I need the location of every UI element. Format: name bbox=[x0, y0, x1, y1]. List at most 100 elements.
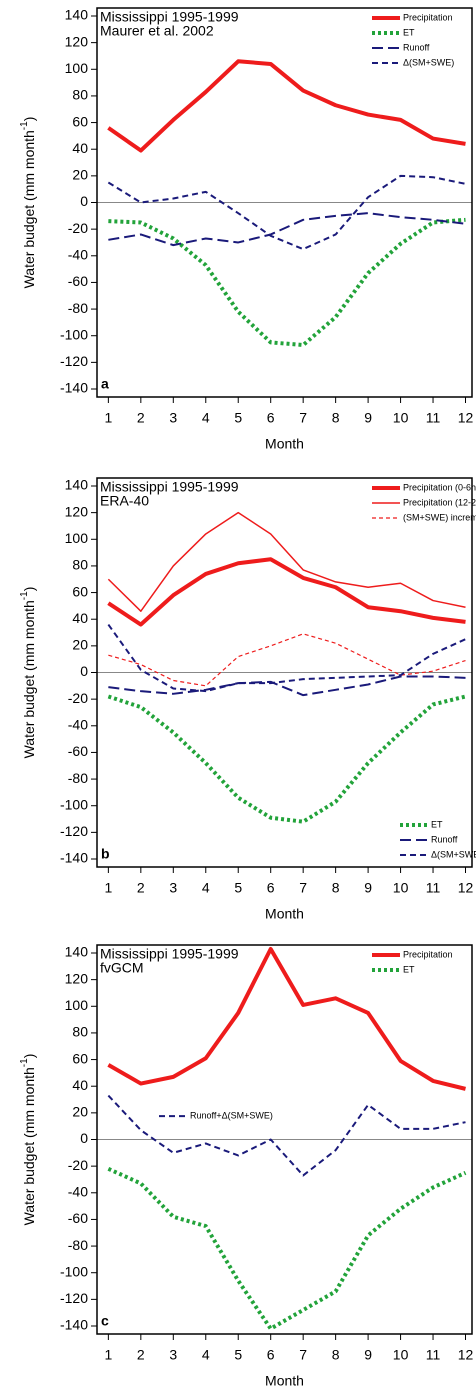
y-tick-label: -40 bbox=[68, 246, 88, 262]
y-axis-label-part: -1 bbox=[19, 591, 30, 600]
panel-label: c bbox=[101, 1313, 109, 1329]
legend-label: Precipitation bbox=[403, 949, 453, 959]
x-tick-label: 8 bbox=[332, 1347, 340, 1363]
y-tick-label: -120 bbox=[60, 1290, 88, 1306]
series-line bbox=[107, 59, 466, 153]
y-tick-label: 100 bbox=[65, 997, 89, 1013]
annotation: fvGCM bbox=[100, 960, 144, 976]
x-tick-label: 10 bbox=[393, 410, 409, 426]
y-tick-label: 80 bbox=[72, 557, 88, 573]
x-tick-label: 11 bbox=[426, 880, 441, 896]
y-axis-label: Water budget (mm month-1) bbox=[19, 117, 37, 289]
x-tick-label: 9 bbox=[364, 880, 372, 896]
annotation: Mississippi 1995-1999 bbox=[100, 479, 239, 495]
plot-frame bbox=[96, 944, 473, 1335]
x-tick-label: 4 bbox=[202, 410, 210, 426]
y-axis-label-part: Water budget (mm month bbox=[21, 600, 37, 758]
legend-label: Runoff+Δ(SM+SWE) bbox=[190, 1111, 273, 1121]
x-tick-label: 9 bbox=[364, 410, 372, 426]
y-tick-label: -100 bbox=[60, 796, 88, 812]
y-axis-label: Water budget (mm month-1) bbox=[19, 587, 37, 759]
y-tick-label: -140 bbox=[60, 850, 88, 866]
x-tick-label: 1 bbox=[104, 1347, 112, 1363]
series-line bbox=[107, 623, 466, 693]
legend-label: ET bbox=[403, 964, 415, 974]
y-tick-label: 140 bbox=[65, 7, 89, 23]
panel: -140 -120 -100 -80 -60 -40 -20 0 20 40 60 80 100 120 1… bbox=[19, 7, 474, 452]
annotation: Maurer et al. 2002 bbox=[100, 23, 214, 39]
x-tick-label: 12 bbox=[458, 410, 474, 426]
legend-label: Runoff bbox=[431, 834, 458, 844]
panel-label: b bbox=[101, 846, 110, 862]
y-tick-label: 100 bbox=[65, 530, 89, 546]
x-tick-label: 2 bbox=[137, 1347, 145, 1363]
y-tick-label: -40 bbox=[68, 716, 88, 732]
series-line bbox=[107, 511, 466, 612]
x-tick-label: 4 bbox=[202, 1347, 210, 1363]
x-tick-label: 10 bbox=[393, 1347, 409, 1363]
x-tick-label: 1 bbox=[104, 410, 112, 426]
y-tick-label: -80 bbox=[68, 770, 88, 786]
y-axis-label-part: -1 bbox=[19, 1058, 30, 1067]
legend-label: Precipitation (0-6h) bbox=[403, 482, 476, 492]
y-tick-label: 40 bbox=[72, 140, 88, 156]
x-axis-label: Month bbox=[265, 1373, 304, 1387]
y-tick-label: 80 bbox=[72, 1024, 88, 1040]
y-tick-label: -60 bbox=[68, 743, 88, 759]
x-axis-label: Month bbox=[265, 906, 304, 922]
series-line bbox=[107, 174, 466, 251]
y-axis-label: Water budget (mm month-1) bbox=[19, 1054, 37, 1226]
y-tick-label: -60 bbox=[68, 273, 88, 289]
y-tick-label: 40 bbox=[72, 1077, 88, 1093]
x-tick-label: 3 bbox=[169, 410, 177, 426]
x-tick-label: 7 bbox=[299, 410, 307, 426]
x-tick-label: 12 bbox=[458, 880, 474, 896]
series-line bbox=[107, 694, 466, 824]
series-line bbox=[107, 557, 466, 627]
y-tick-label: 40 bbox=[72, 610, 88, 626]
y-tick-label: 20 bbox=[72, 167, 88, 183]
x-tick-label: 6 bbox=[267, 880, 275, 896]
x-tick-label: 5 bbox=[234, 410, 242, 426]
y-tick-label: -60 bbox=[68, 1210, 88, 1226]
annotation: ERA-40 bbox=[100, 493, 149, 509]
legend-label: Δ(SM+SWE) bbox=[431, 849, 476, 859]
legend-label: Precipitation (12-24h) bbox=[403, 497, 476, 507]
x-tick-label: 8 bbox=[332, 410, 340, 426]
y-tick-label: -100 bbox=[60, 1263, 88, 1279]
x-tick-label: 3 bbox=[169, 880, 177, 896]
x-tick-label: 10 bbox=[393, 880, 409, 896]
x-tick-label: 9 bbox=[364, 1347, 372, 1363]
y-tick-label: -80 bbox=[68, 300, 88, 316]
series-line bbox=[107, 946, 466, 1091]
x-tick-label: 5 bbox=[234, 1347, 242, 1363]
panel: -140 -120 -100 -80 -60 -40 -20 0 20 40 60 80 100 120 1… bbox=[19, 477, 476, 922]
x-tick-label: 12 bbox=[458, 1347, 474, 1363]
y-tick-label: -20 bbox=[68, 1157, 88, 1173]
x-tick-label: 3 bbox=[169, 1347, 177, 1363]
y-tick-label: 140 bbox=[65, 944, 89, 960]
y-tick-label: -140 bbox=[60, 380, 88, 396]
legend-label: Δ(SM+SWE) bbox=[403, 57, 454, 67]
y-axis-label-part: ) bbox=[21, 587, 37, 592]
y-tick-label: 80 bbox=[72, 87, 88, 103]
legend-label: Runoff bbox=[403, 42, 430, 52]
y-tick-label: -20 bbox=[68, 220, 88, 236]
annotation: Mississippi 1995-1999 bbox=[100, 9, 239, 25]
x-tick-label: 6 bbox=[267, 410, 275, 426]
legend-label: (SM+SWE) increment bbox=[403, 512, 476, 522]
x-tick-label: 7 bbox=[299, 1347, 307, 1363]
panel: -140 -120 -100 -80 -60 -40 -20 0 20 40 60 80 100 120 1… bbox=[19, 944, 474, 1387]
y-tick-label: -100 bbox=[60, 326, 88, 342]
y-tick-label: 120 bbox=[65, 970, 89, 986]
y-tick-label: 0 bbox=[80, 193, 88, 209]
y-tick-label: -140 bbox=[60, 1317, 88, 1333]
x-tick-label: 4 bbox=[202, 880, 210, 896]
series-line bbox=[108, 675, 466, 697]
series-line bbox=[108, 217, 466, 348]
y-tick-label: -80 bbox=[68, 1237, 88, 1253]
y-axis-label-part: ) bbox=[21, 117, 37, 122]
plot-frame bbox=[96, 477, 473, 868]
y-tick-label: 120 bbox=[65, 33, 89, 49]
